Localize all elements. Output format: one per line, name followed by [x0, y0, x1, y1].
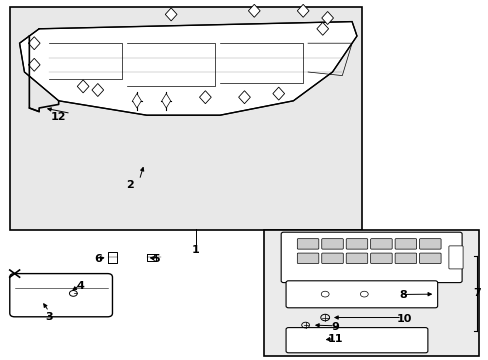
Polygon shape — [316, 22, 328, 35]
FancyBboxPatch shape — [281, 232, 461, 283]
Text: 5: 5 — [151, 254, 159, 264]
FancyBboxPatch shape — [394, 239, 416, 249]
FancyBboxPatch shape — [394, 253, 416, 264]
Polygon shape — [248, 4, 260, 17]
Text: 8: 8 — [399, 290, 407, 300]
FancyBboxPatch shape — [297, 239, 318, 249]
Text: 7: 7 — [472, 288, 480, 298]
FancyBboxPatch shape — [264, 230, 478, 356]
Polygon shape — [28, 37, 40, 50]
Polygon shape — [132, 94, 141, 108]
FancyBboxPatch shape — [419, 253, 440, 264]
Polygon shape — [92, 84, 103, 96]
Polygon shape — [162, 94, 170, 108]
Polygon shape — [321, 12, 333, 24]
Polygon shape — [272, 87, 284, 100]
FancyBboxPatch shape — [346, 239, 367, 249]
FancyBboxPatch shape — [346, 253, 367, 264]
FancyBboxPatch shape — [10, 274, 112, 317]
FancyBboxPatch shape — [370, 239, 391, 249]
Text: 9: 9 — [330, 321, 338, 332]
FancyBboxPatch shape — [321, 239, 343, 249]
Text: 12: 12 — [51, 112, 66, 122]
Polygon shape — [199, 91, 211, 104]
Polygon shape — [28, 58, 40, 71]
FancyBboxPatch shape — [285, 328, 427, 353]
Text: 1: 1 — [191, 245, 199, 255]
FancyBboxPatch shape — [285, 281, 437, 308]
Text: 11: 11 — [326, 334, 342, 345]
FancyBboxPatch shape — [448, 246, 462, 269]
Polygon shape — [165, 8, 177, 21]
FancyBboxPatch shape — [370, 253, 391, 264]
Polygon shape — [77, 80, 89, 93]
FancyBboxPatch shape — [321, 253, 343, 264]
Text: 3: 3 — [45, 312, 53, 322]
FancyBboxPatch shape — [297, 253, 318, 264]
Text: 10: 10 — [395, 314, 411, 324]
Polygon shape — [20, 22, 356, 115]
FancyBboxPatch shape — [419, 239, 440, 249]
Text: 4: 4 — [77, 281, 84, 291]
Text: 2: 2 — [125, 180, 133, 190]
Polygon shape — [297, 4, 308, 17]
Polygon shape — [238, 91, 250, 104]
FancyBboxPatch shape — [10, 7, 361, 230]
Text: 6: 6 — [94, 254, 102, 264]
